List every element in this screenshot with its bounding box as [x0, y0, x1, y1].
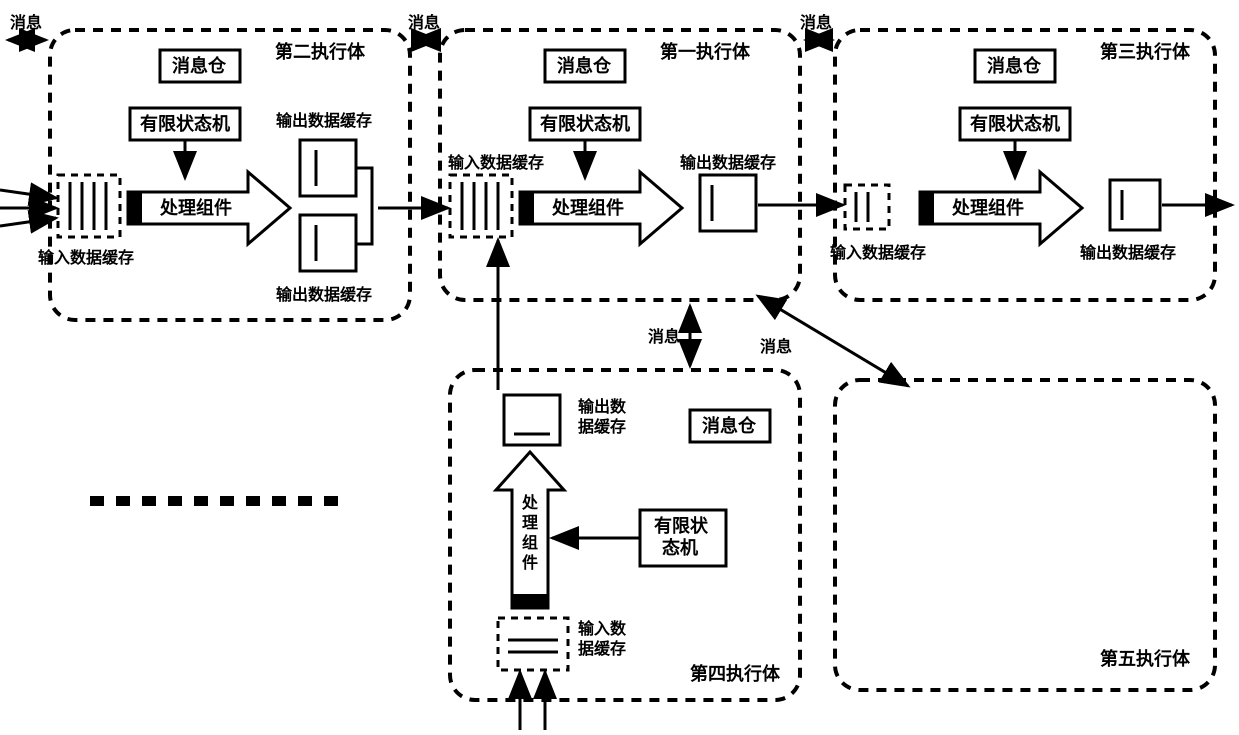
input-buffer-label: 输入数据缓存 [448, 153, 544, 172]
input-buffer-box [450, 175, 512, 237]
processing-label-v2: 理 [522, 514, 538, 532]
input-buffer-label-line2: 据缓存 [578, 639, 626, 658]
executor-4-title: 第四执行体 [690, 663, 781, 684]
input-buffer-label-line1: 输入数 [578, 619, 627, 638]
output-buffer-box [700, 175, 756, 231]
message-label: 消息 [760, 337, 792, 356]
output-buffer-label-top: 输出数据缓存 [276, 111, 372, 130]
msg-warehouse-label: 消息仓 [987, 55, 1042, 76]
processing-label-v3: 组 [522, 533, 538, 552]
output-buffer-bottom [300, 215, 356, 271]
input-buffer-label: 输入数据缓存 [38, 248, 134, 267]
executor-5-title: 第五执行体 [1100, 648, 1191, 669]
processing-label: 处理组件 [551, 197, 624, 218]
message-arrow-1: 消息 [8, 13, 46, 40]
output-buffer-label-bottom: 输出数据缓存 [276, 285, 372, 304]
executor-3-title: 第三执行体 [1100, 41, 1191, 62]
executor-1-title: 第一执行体 [660, 41, 751, 62]
output-buffer-label-line1: 输出数 [578, 397, 627, 416]
executor-5-frame [835, 380, 1215, 690]
executor-5: 第五执行体 [835, 380, 1215, 690]
executor-2: 第二执行体 消息仓 有限状态机 输入数据缓存 处理组件 输出数据缓存 输出数据缓… [38, 30, 410, 320]
output-buffer-label: 输出数据缓存 [1080, 243, 1176, 262]
message-label: 消息 [408, 13, 440, 32]
message-arrow-2: 消息 [408, 13, 440, 40]
output-buffer-box [504, 395, 560, 445]
message-label: 消息 [10, 13, 42, 32]
ellipsis-dots [90, 496, 338, 506]
processing-label-v4: 件 [522, 553, 538, 572]
output-buffer-top [300, 140, 356, 196]
msg-warehouse-label: 消息仓 [172, 55, 227, 76]
data-arrow-in [0, 190, 56, 198]
fsm-label: 有限状态机 [140, 113, 230, 134]
fsm-label-line2: 态机 [662, 537, 698, 558]
output-buffer-label-line2: 据缓存 [578, 417, 626, 436]
output-buffer-box [1110, 180, 1160, 230]
input-buffer-label: 输入数据缓存 [830, 243, 926, 262]
executor-2-title: 第二执行体 [275, 41, 366, 62]
input-buffer-box [498, 618, 568, 670]
msg-warehouse-label: 消息仓 [557, 55, 612, 76]
fsm-label: 有限状态机 [970, 113, 1060, 134]
message-arrow-4: 消息 [648, 306, 690, 366]
executor-3: 第三执行体 消息仓 有限状态机 输入数据缓存 处理组件 输出数据缓存 [830, 30, 1215, 300]
processing-label-v1: 处 [521, 493, 539, 512]
output-bracket [356, 168, 372, 244]
message-label: 消息 [648, 327, 680, 346]
fsm-label: 有限状态机 [540, 113, 630, 134]
processing-label: 处理组件 [951, 197, 1024, 218]
processing-label: 处理组件 [159, 197, 232, 218]
message-arrow-3: 消息 [800, 13, 832, 40]
executor-1: 第一执行体 消息仓 有限状态机 输入数据缓存 处理组件 输出数据缓存 [440, 30, 800, 300]
fsm-label-line1: 有限状 [654, 515, 709, 536]
input-buffer-box [58, 175, 120, 237]
msg-warehouse-label: 消息仓 [702, 415, 757, 436]
message-label: 消息 [800, 13, 832, 32]
data-arrow-in [0, 218, 56, 226]
executor-4: 第四执行体 消息仓 有限状 态机 处 理 组 件 输出数 据缓存 输入数 据缓存 [450, 370, 800, 700]
diagram-root: 第二执行体 消息仓 有限状态机 输入数据缓存 处理组件 输出数据缓存 输出数据缓… [0, 0, 1239, 735]
output-buffer-label: 输出数据缓存 [680, 153, 776, 172]
